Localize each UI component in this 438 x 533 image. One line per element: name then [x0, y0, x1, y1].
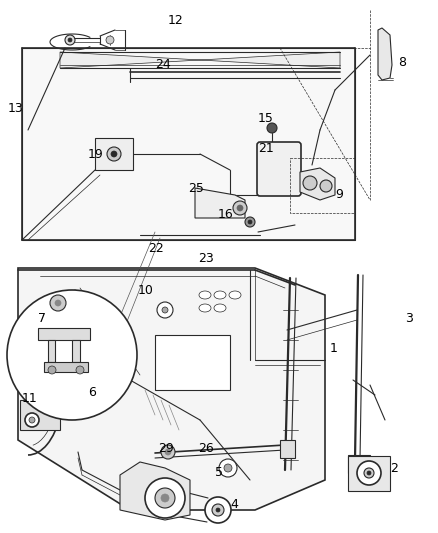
Ellipse shape: [229, 291, 241, 299]
Text: 10: 10: [138, 284, 154, 296]
Circle shape: [320, 180, 332, 192]
Circle shape: [367, 471, 371, 475]
Text: 26: 26: [198, 441, 214, 455]
Polygon shape: [300, 168, 335, 200]
Circle shape: [157, 302, 173, 318]
Text: 24: 24: [155, 59, 171, 71]
Circle shape: [161, 494, 169, 502]
Text: 29: 29: [158, 441, 174, 455]
Polygon shape: [48, 340, 55, 362]
Circle shape: [219, 459, 237, 477]
Circle shape: [48, 366, 56, 374]
Polygon shape: [38, 328, 90, 340]
Polygon shape: [72, 340, 80, 362]
Circle shape: [237, 205, 243, 211]
Circle shape: [245, 217, 255, 227]
Circle shape: [364, 468, 374, 478]
Circle shape: [303, 176, 317, 190]
Bar: [280, 440, 295, 458]
Bar: [95, 138, 133, 170]
Text: 8: 8: [398, 55, 406, 69]
Text: 25: 25: [188, 182, 204, 195]
Circle shape: [212, 504, 224, 516]
Bar: [20, 400, 60, 430]
Circle shape: [165, 449, 171, 455]
Text: 11: 11: [22, 392, 38, 405]
Circle shape: [55, 300, 61, 306]
Text: 3: 3: [405, 311, 413, 325]
FancyBboxPatch shape: [257, 142, 301, 196]
Ellipse shape: [199, 304, 211, 312]
Circle shape: [36, 366, 48, 378]
Text: 23: 23: [198, 252, 214, 264]
Circle shape: [224, 464, 232, 472]
Circle shape: [65, 35, 75, 45]
Text: 19: 19: [88, 149, 104, 161]
Bar: [290, 158, 355, 213]
Circle shape: [107, 147, 121, 161]
Circle shape: [29, 417, 35, 423]
Text: 12: 12: [168, 13, 184, 27]
Text: 22: 22: [148, 241, 164, 254]
Text: 9: 9: [335, 189, 343, 201]
Polygon shape: [120, 462, 190, 520]
Text: 1: 1: [330, 342, 338, 354]
Circle shape: [216, 508, 220, 512]
Circle shape: [162, 307, 168, 313]
Polygon shape: [195, 188, 245, 218]
Polygon shape: [18, 268, 325, 510]
Text: 13: 13: [8, 101, 24, 115]
Circle shape: [205, 497, 231, 523]
Circle shape: [68, 38, 72, 42]
Ellipse shape: [199, 291, 211, 299]
Polygon shape: [22, 48, 355, 240]
Circle shape: [248, 220, 252, 224]
Circle shape: [155, 488, 175, 508]
Text: 21: 21: [258, 141, 274, 155]
Polygon shape: [44, 362, 88, 372]
Text: 5: 5: [215, 466, 223, 480]
Text: 6: 6: [88, 386, 96, 400]
Polygon shape: [378, 28, 392, 80]
Text: 15: 15: [258, 111, 274, 125]
Circle shape: [76, 366, 84, 374]
Polygon shape: [60, 52, 340, 68]
Text: 7: 7: [38, 311, 46, 325]
Text: 16: 16: [218, 208, 234, 222]
Circle shape: [267, 123, 277, 133]
Bar: [155, 335, 230, 390]
Bar: [348, 456, 390, 491]
Bar: [348, 455, 370, 473]
Circle shape: [161, 445, 175, 459]
Circle shape: [106, 36, 114, 44]
Circle shape: [145, 478, 185, 518]
Circle shape: [25, 413, 39, 427]
Text: 4: 4: [230, 498, 238, 512]
Bar: [28, 355, 56, 390]
Circle shape: [50, 295, 66, 311]
Ellipse shape: [214, 291, 226, 299]
Circle shape: [233, 201, 247, 215]
Text: 2: 2: [390, 462, 398, 474]
Ellipse shape: [214, 304, 226, 312]
Circle shape: [7, 290, 137, 420]
Circle shape: [357, 461, 381, 485]
Circle shape: [111, 151, 117, 157]
